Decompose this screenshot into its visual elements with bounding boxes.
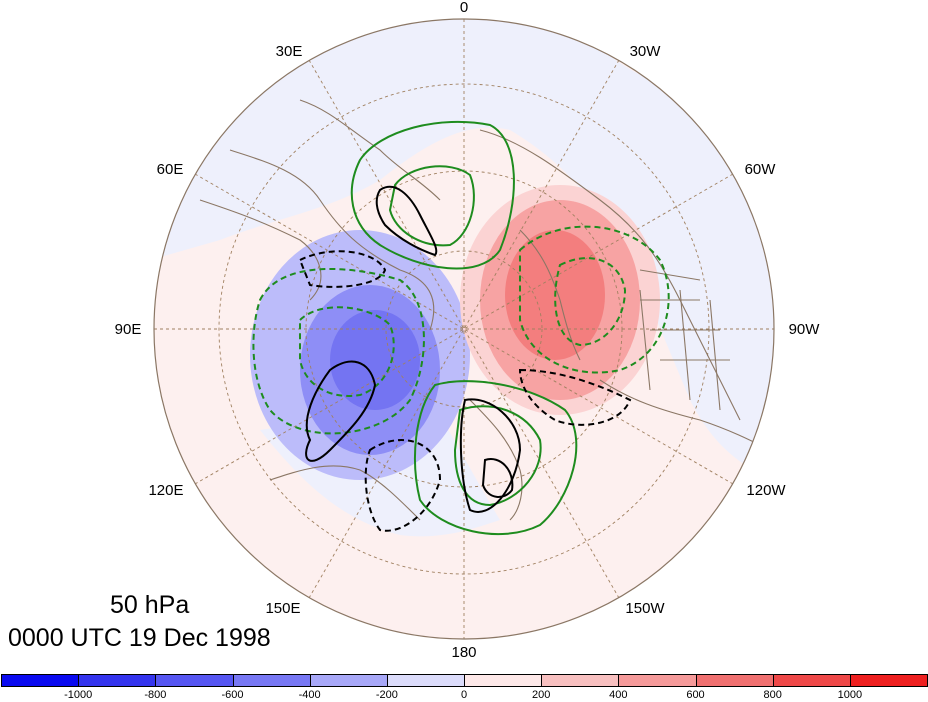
pressure-level-title: 50 hPa <box>110 591 190 619</box>
map-field <box>154 19 774 639</box>
colorbar-swatch <box>695 674 774 687</box>
lon-label-150e: 150E <box>265 600 300 617</box>
colorbar-tick-label: 1000 <box>837 689 863 701</box>
colorbar-swatch <box>541 674 620 687</box>
colorbar-tick-label: -600 <box>221 689 244 701</box>
colorbar-swatch <box>232 674 311 687</box>
colorbar-swatch <box>386 674 465 687</box>
negative-anomaly-core <box>330 310 420 410</box>
colorbar: -1000 -800 -600 -400 -200 0 200 400 600 800 1000 <box>0 674 928 702</box>
green-dashed-contours <box>252 225 670 435</box>
black-contours <box>305 185 522 513</box>
colorbar-tick-label: 0 <box>460 689 468 701</box>
lon-label-30w: 30W <box>630 43 662 60</box>
colorbar-swatch <box>849 674 928 687</box>
colorbar-tick-label: -400 <box>298 689 321 701</box>
lon-label-60e: 60E <box>157 161 184 178</box>
colorbar-swatch <box>155 674 234 687</box>
lon-label-90w: 90W <box>789 321 821 338</box>
colorbar-swatch <box>309 674 388 687</box>
colorbar-tick-label: -200 <box>375 689 398 701</box>
time-title: 0000 UTC 19 Dec 1998 <box>8 624 271 652</box>
coastlines <box>199 99 771 521</box>
light-blue-shading <box>154 19 774 480</box>
colorbar-swatch <box>618 674 697 687</box>
colorbar-swatch <box>78 674 157 687</box>
lon-label-180: 180 <box>451 644 476 661</box>
black-dashed-contours <box>298 250 632 532</box>
colorbar-swatch <box>772 674 851 687</box>
colorbar-tick-label: 200 <box>531 689 551 701</box>
green-contours <box>350 120 578 536</box>
colorbar-tick-label: 600 <box>686 689 705 701</box>
colorbar-tick-label: -800 <box>144 689 167 701</box>
map-boundary <box>153 18 775 640</box>
colorbar-tick-label: -1000 <box>64 689 93 701</box>
colorbar-tick-label: 800 <box>763 689 782 701</box>
colorbar-swatch <box>464 674 543 687</box>
lon-label-90e: 90E <box>115 321 142 338</box>
polar-stereographic-map: 0 30W 60W 90W 120W 150W 180 150E 120E 90… <box>115 0 821 661</box>
lon-label-150w: 150W <box>625 600 665 617</box>
colorbar-swatch <box>1 674 80 687</box>
colorbar-tick-label: 400 <box>609 689 628 701</box>
lon-label-0: 0 <box>460 0 468 16</box>
lon-label-60w: 60W <box>745 161 777 178</box>
lon-label-30e: 30E <box>276 43 303 60</box>
lon-label-120e: 120E <box>148 482 183 499</box>
lon-label-120w: 120W <box>746 482 786 499</box>
